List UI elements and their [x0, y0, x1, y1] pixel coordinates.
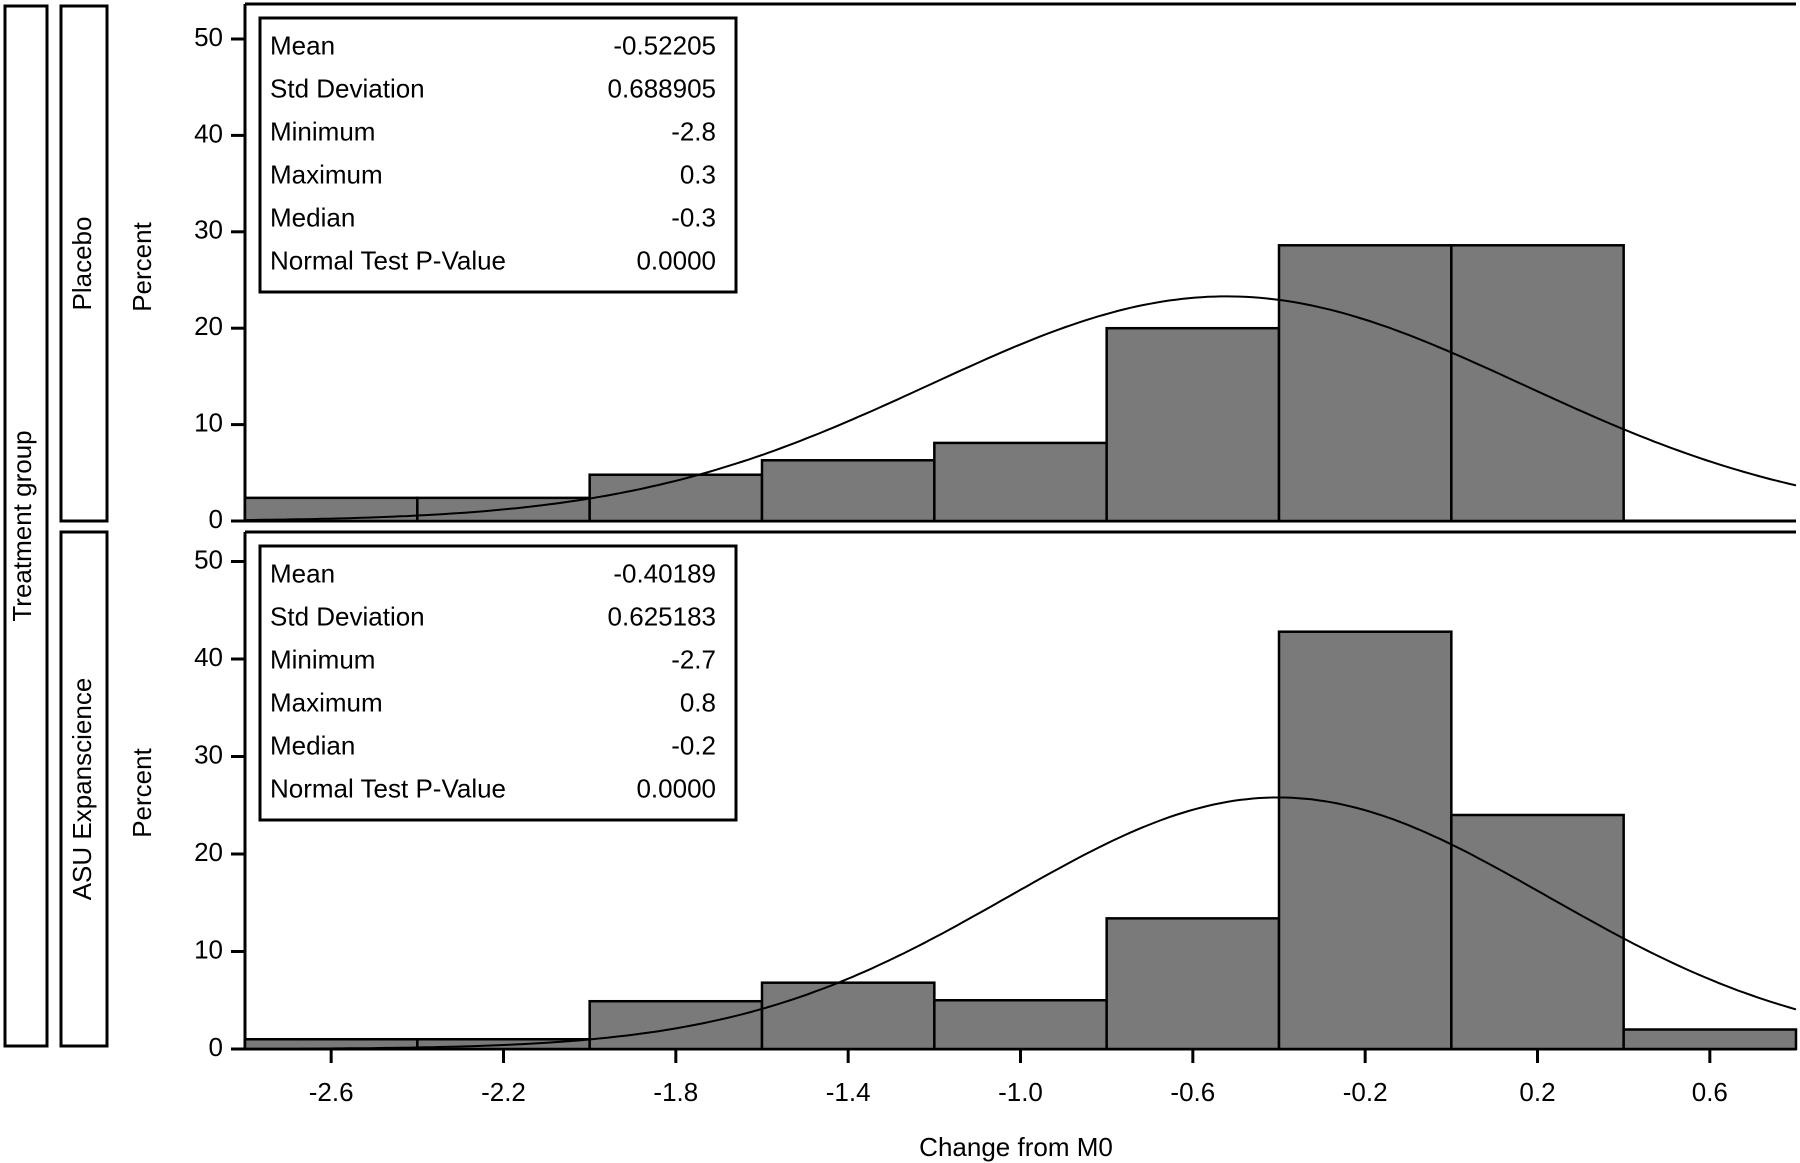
x-axis: -2.6 -2.2 -1.8 -1.4 -1.0 -0.6 -0.2 0.2 0.6: [309, 1049, 1728, 1107]
group-label: ASU Expanscience: [67, 678, 97, 901]
y-tick-label: 10: [194, 934, 223, 964]
stats-label: Minimum: [270, 116, 375, 146]
stats-box: [258, 16, 738, 294]
stats-label: Mean: [270, 558, 335, 588]
stats-label: Std Deviation: [270, 73, 425, 103]
group-strip: [59, 530, 109, 1048]
stats-value: -0.2: [671, 730, 716, 760]
y-tick-label: 20: [194, 837, 223, 867]
histogram-bar: [1277, 630, 1453, 1051]
x-tick-label: 0.2: [1519, 1077, 1555, 1107]
histogram-bar: [760, 459, 936, 523]
stats-label: Median: [270, 202, 355, 232]
treatment-group-label: Treatment group: [7, 430, 37, 621]
y-tick-label: 0: [209, 1032, 223, 1062]
group-strip: [59, 4, 109, 523]
stats-value: -0.3: [671, 202, 716, 232]
y-tick-label: 20: [194, 311, 223, 341]
normal-curve: [244, 295, 1797, 522]
normal-curve: [245, 796, 1797, 1050]
stats-value: 0.688905: [608, 73, 716, 103]
group-label: Placebo: [67, 217, 97, 311]
histogram-bar: [1105, 917, 1281, 1051]
y-tick-label: 30: [194, 215, 223, 245]
panel-0: Placebo Percent 0 10 20 30 40 50 Mean -0.52205 Std…: [59, 2, 1797, 534]
stats-label: Maximum: [270, 687, 383, 717]
histogram-bar: [760, 981, 936, 1051]
y-tick-label: 50: [194, 544, 223, 574]
x-tick-label: -1.0: [998, 1077, 1043, 1107]
histogram-bar: [933, 999, 1108, 1051]
y-tick-label: 40: [194, 642, 223, 672]
stats-value: 0.0000: [636, 245, 716, 275]
histogram-bar: [1105, 326, 1281, 523]
stats-value: 0.3: [680, 159, 716, 189]
stats-label: Std Deviation: [270, 601, 425, 631]
stats-value: 0.625183: [608, 601, 716, 631]
stats-value: -2.7: [671, 644, 716, 674]
stats-box: [258, 544, 738, 822]
x-tick-label: -1.8: [653, 1077, 698, 1107]
panel-1: ASU Expanscience Percent 0 10 20 30 40 50 Mean -0…: [59, 530, 1798, 1062]
y-tick-label: 30: [194, 739, 223, 769]
stats-value: 0.0000: [636, 773, 716, 803]
x-tick-label: -0.2: [1343, 1077, 1388, 1107]
stats-value: -0.52205: [613, 30, 716, 60]
panels: Placebo Percent 0 10 20 30 40 50 Mean -0.52205 Std…: [59, 2, 1798, 1062]
treatment-group-strip: [3, 4, 49, 1048]
stats-value: -0.40189: [613, 558, 716, 588]
y-axis-title: Percent: [127, 747, 157, 837]
x-tick-label: -0.6: [1170, 1077, 1215, 1107]
stats-label: Minimum: [270, 644, 375, 674]
stats-label: Maximum: [270, 159, 383, 189]
stats-label: Normal Test P-Value: [270, 245, 506, 275]
y-tick-label: 40: [194, 118, 223, 148]
histogram-bar: [1450, 244, 1625, 523]
x-tick-label: -2.6: [309, 1077, 354, 1107]
histogram-bar: [588, 473, 764, 523]
stats-label: Mean: [270, 30, 335, 60]
x-tick-label: 0.6: [1692, 1077, 1728, 1107]
y-tick-label: 10: [194, 407, 223, 437]
histogram-bar: [588, 999, 764, 1051]
stats-label: Median: [270, 730, 355, 760]
x-tick-label: -2.2: [481, 1077, 526, 1107]
histogram-bar: [1277, 244, 1453, 523]
y-axis-title: Percent: [127, 221, 157, 311]
histogram-bar: [1622, 1028, 1798, 1051]
histogram-bar: [1450, 813, 1625, 1051]
x-tick-label: -1.4: [826, 1077, 871, 1107]
y-tick-label: 50: [194, 22, 223, 52]
stats-label: Normal Test P-Value: [270, 773, 506, 803]
histogram-bar: [933, 441, 1108, 523]
x-axis-title: Change from M0: [919, 1132, 1113, 1162]
y-tick-label: 0: [209, 504, 223, 534]
stats-value: -2.8: [671, 116, 716, 146]
stats-value: 0.8: [680, 687, 716, 717]
